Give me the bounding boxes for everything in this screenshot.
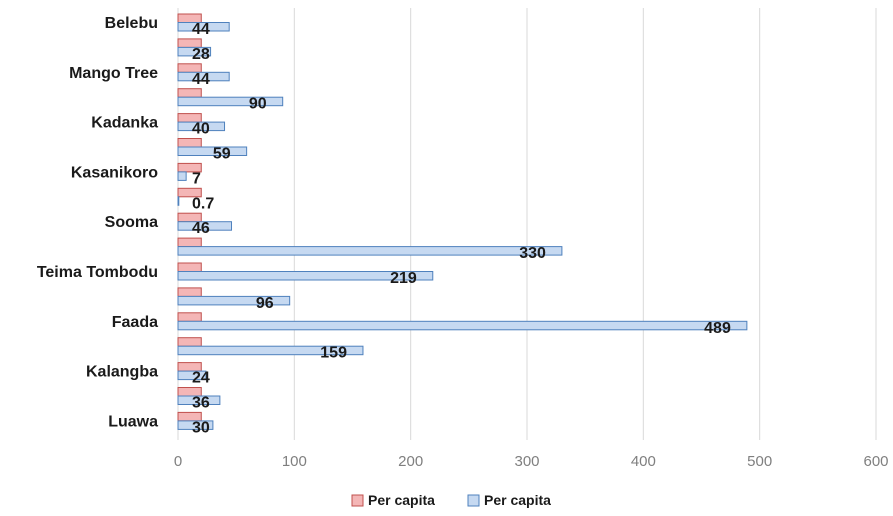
bar-series-2 xyxy=(177,22,230,32)
x-tick-label: 400 xyxy=(631,453,656,470)
x-tick-label: 600 xyxy=(863,453,888,470)
legend-entry-series-1: Per capita xyxy=(368,492,435,508)
data-label: 219 xyxy=(390,270,417,287)
data-label: 159 xyxy=(320,345,347,362)
legend: Per capita Per capita xyxy=(351,492,551,508)
legend-swatch-series-2 xyxy=(467,494,480,507)
bar-series-1 xyxy=(177,237,202,248)
bar-series-2 xyxy=(177,146,248,156)
category-label: Kadanka xyxy=(91,115,158,132)
bar-series-1 xyxy=(177,138,202,148)
category-label: Faada xyxy=(112,314,158,331)
category-label: Sooma xyxy=(105,214,158,231)
bar-series-2 xyxy=(177,196,180,206)
category-label: Teima Tombodu xyxy=(37,264,158,281)
x-tick-label: 500 xyxy=(747,453,772,470)
data-label: 40 xyxy=(192,121,210,138)
bar-series-2 xyxy=(177,96,284,107)
x-tick-labels: 0 100 200 300 400 500 600 xyxy=(174,453,889,470)
bar-series-2 xyxy=(177,370,207,381)
data-label: 59 xyxy=(213,146,231,163)
bar-series-1 xyxy=(177,162,202,173)
x-tick-label: 100 xyxy=(282,453,307,470)
data-label: 0.7 xyxy=(192,195,214,212)
bar-series-2 xyxy=(177,246,563,256)
bar-series-1 xyxy=(177,187,202,198)
legend-entry-series-2: Per capita xyxy=(484,492,551,508)
x-tick-label: 0 xyxy=(174,453,182,470)
data-label: 46 xyxy=(192,220,210,237)
bar-series-1 xyxy=(177,262,202,272)
bar-series-2 xyxy=(177,46,212,57)
data-label: 44 xyxy=(192,71,210,88)
category-label: Luawa xyxy=(108,413,158,430)
bar-series-2 xyxy=(177,121,226,132)
category-label: Kasanikoro xyxy=(71,164,158,181)
data-label: 7 xyxy=(192,170,201,187)
bar-series-2 xyxy=(177,271,434,281)
data-label: 36 xyxy=(192,395,210,412)
bar-series-2 xyxy=(177,171,187,181)
data-label: 44 xyxy=(192,21,210,38)
bar-series-1 xyxy=(177,337,202,347)
data-label: 24 xyxy=(192,370,210,387)
category-label: Kalangba xyxy=(86,364,158,381)
data-label: 28 xyxy=(192,46,210,63)
data-label: 96 xyxy=(256,295,274,312)
bar-series-2 xyxy=(177,345,364,356)
x-tick-label: 300 xyxy=(514,453,539,470)
category-label: Mango Tree xyxy=(69,65,158,82)
bar-series-1 xyxy=(177,312,202,322)
data-label: 330 xyxy=(519,245,546,262)
legend-swatch-series-1 xyxy=(351,494,364,507)
x-tick-label: 200 xyxy=(398,453,423,470)
category-labels: Belebu Mango Tree Kadanka Kasanikoro Sooma Te… xyxy=(37,15,158,430)
bar-series-2 xyxy=(177,395,221,405)
data-label: 30 xyxy=(192,419,210,436)
bar-series-1 xyxy=(177,287,202,297)
gridlines xyxy=(177,8,877,440)
bar-series-2 xyxy=(177,71,230,82)
bars xyxy=(177,13,748,430)
bar-series-1 xyxy=(177,88,202,98)
bar-series-2 xyxy=(177,420,214,430)
bar-series-2 xyxy=(177,295,291,306)
category-label: Belebu xyxy=(105,15,158,32)
data-label: 489 xyxy=(704,320,731,337)
bar-series-2 xyxy=(177,320,748,331)
data-label: 90 xyxy=(249,96,267,113)
bar-series-2 xyxy=(177,221,233,231)
